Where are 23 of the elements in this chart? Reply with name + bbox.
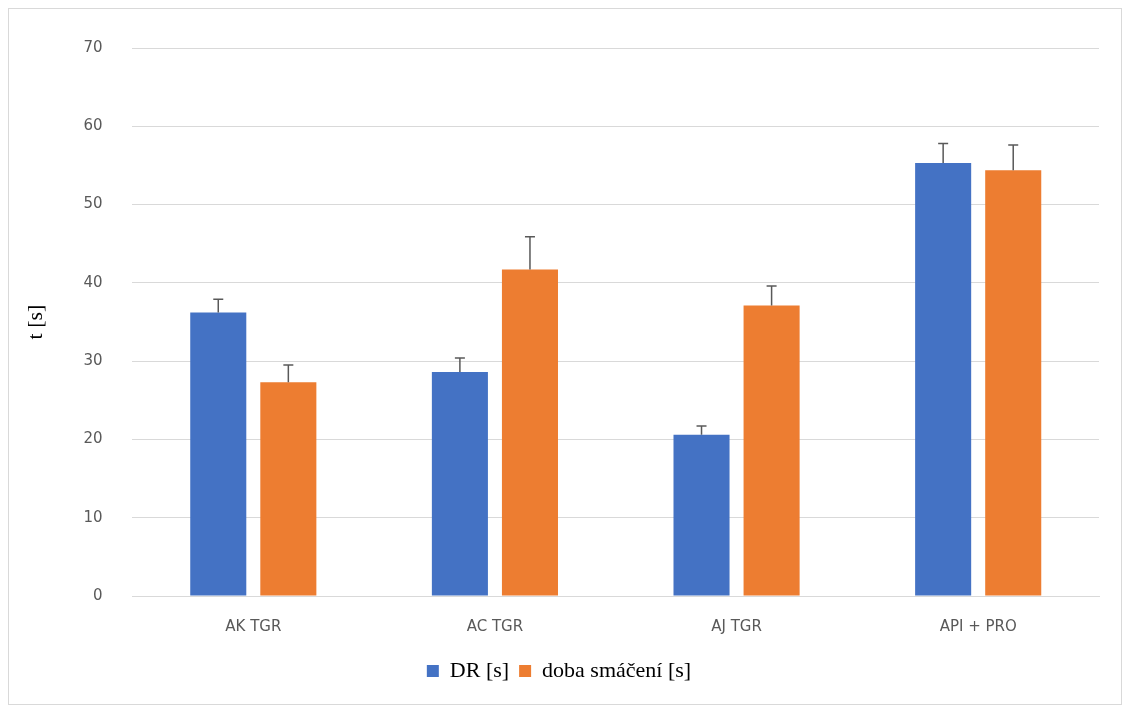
y-tick-label: 30 [83, 351, 103, 370]
bar [260, 382, 317, 596]
y-tick-label: 70 [83, 37, 103, 56]
legend-label: DR [s] [449, 656, 510, 682]
y-tick-label: 0 [92, 585, 103, 604]
bar [985, 170, 1042, 596]
y-tick-label: 10 [83, 507, 103, 526]
x-tick-label: AK TGR [225, 616, 282, 635]
bar [915, 163, 972, 596]
x-tick-label: API + PRO [939, 616, 1017, 635]
bar [743, 305, 800, 596]
y-tick-label: 60 [83, 116, 103, 135]
y-tick-label: 20 [83, 429, 103, 448]
bar [501, 269, 558, 596]
x-tick-label: AC TGR [466, 616, 524, 635]
bar [431, 372, 488, 596]
y-tick-label: 50 [83, 194, 103, 213]
y-tick-label: 40 [83, 272, 103, 291]
x-tick-label: AJ TGR [711, 616, 762, 635]
legend-label: doba smáčení [s] [542, 656, 692, 682]
bar [673, 434, 730, 596]
bar [190, 312, 247, 596]
y-axis-title: t [s] [21, 304, 47, 340]
